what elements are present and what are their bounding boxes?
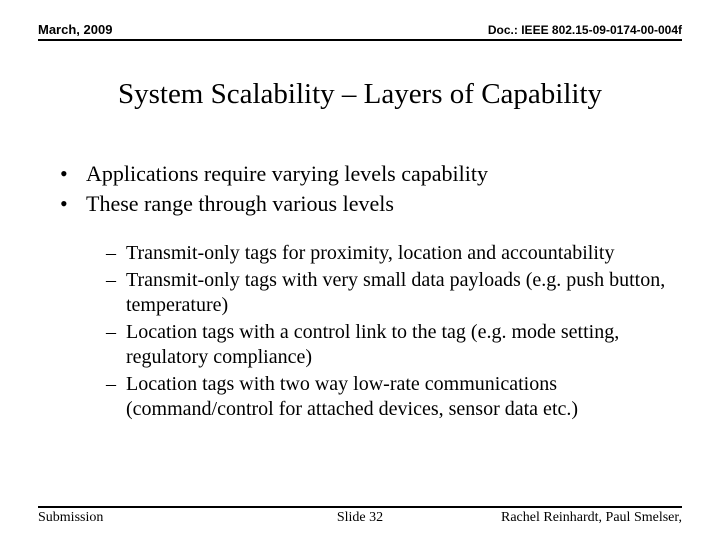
bullet-text: Location tags with two way low-rate comm…: [126, 372, 670, 422]
bullet-level2: – Location tags with a control link to t…: [106, 320, 670, 370]
bullet-level2: – Transmit-only tags with very small dat…: [106, 268, 670, 318]
spacer: [58, 219, 670, 241]
bullet-text: Transmit-only tags for proximity, locati…: [126, 241, 614, 266]
bullet-text: Transmit-only tags with very small data …: [126, 268, 670, 318]
bullet-level2: – Transmit-only tags for proximity, loca…: [106, 241, 670, 266]
slide-body: • Applications require varying levels ca…: [58, 160, 670, 424]
bullet-level2: – Location tags with two way low-rate co…: [106, 372, 670, 422]
footer-submission: Submission: [38, 510, 103, 526]
bullet-text: Applications require varying levels capa…: [86, 160, 488, 188]
bullet-text: These range through various levels: [86, 190, 394, 218]
bullet-level1: • Applications require varying levels ca…: [58, 160, 670, 188]
footer-slide-number: Slide 32: [337, 510, 383, 526]
bullet-dash-icon: –: [106, 268, 126, 318]
slide-title: System Scalability – Layers of Capabilit…: [0, 78, 720, 111]
header-doc-number: Doc.: IEEE 802.15-09-0174-00-004f: [488, 23, 682, 37]
bullet-dash-icon: –: [106, 372, 126, 422]
bullet-dot-icon: •: [58, 190, 86, 218]
slide-header: March, 2009 Doc.: IEEE 802.15-09-0174-00…: [38, 22, 682, 41]
bullet-dash-icon: –: [106, 320, 126, 370]
bullet-level1: • These range through various levels: [58, 190, 670, 218]
footer-authors: Rachel Reinhardt, Paul Smelser,: [501, 510, 682, 526]
header-date: March, 2009: [38, 22, 112, 37]
bullet-dot-icon: •: [58, 160, 86, 188]
slide-footer: Submission Slide 32 Rachel Reinhardt, Pa…: [38, 506, 682, 526]
bullet-text: Location tags with a control link to the…: [126, 320, 670, 370]
bullet-dash-icon: –: [106, 241, 126, 266]
